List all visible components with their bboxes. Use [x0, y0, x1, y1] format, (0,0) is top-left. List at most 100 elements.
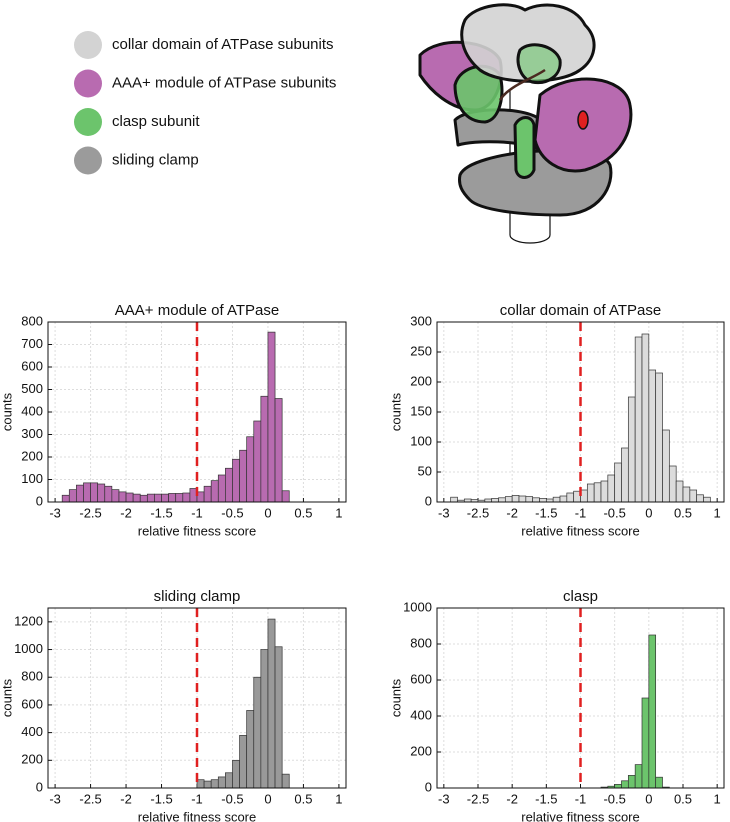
x-tick-label: -1.5 — [150, 505, 172, 520]
x-tick-label: -2 — [120, 505, 132, 520]
bar — [668, 465, 677, 503]
bar — [90, 482, 99, 503]
x-tick-label: -2.5 — [467, 505, 489, 520]
bar — [607, 474, 616, 503]
bar — [621, 447, 629, 503]
bar — [675, 480, 684, 503]
y-tick-label: 800 — [21, 669, 43, 684]
x-tick-label: -1 — [191, 791, 203, 806]
bar — [146, 493, 155, 503]
plot-frame — [47, 607, 347, 789]
y-tick-label: 400 — [21, 403, 43, 418]
x-tick-label: -0.5 — [221, 791, 243, 806]
bar — [274, 646, 283, 789]
x-tick-label: -1 — [575, 505, 587, 520]
bar — [161, 493, 169, 503]
x-tick-label: 1 — [714, 791, 721, 806]
y-tick-label: 0 — [36, 779, 43, 794]
x-tick-label: -0.5 — [603, 791, 625, 806]
plot-frame — [47, 321, 347, 503]
y-tick-label: 600 — [21, 696, 43, 711]
bar — [118, 491, 127, 503]
y-tick-label: 200 — [21, 752, 43, 767]
x-tick-label: 0.5 — [294, 505, 312, 520]
bar — [203, 485, 212, 503]
histogram-panel: -3 -2.5 -2 -1.5 -1 -0.5 0 0.5 1 0 100 200 300 400 500 6… — [0, 302, 347, 538]
x-tick-label: -2 — [506, 505, 518, 520]
bar — [703, 496, 711, 503]
x-tick-label: -1.5 — [535, 791, 557, 806]
y-tick-label: 1200 — [14, 613, 43, 628]
x-tick-label: -2.5 — [79, 791, 101, 806]
y-tick-label: 400 — [410, 707, 432, 722]
legend-swatch — [74, 31, 102, 59]
bar — [239, 449, 248, 503]
bar — [600, 480, 609, 503]
bar — [641, 333, 650, 503]
bar — [175, 493, 184, 503]
bar — [648, 634, 657, 789]
x-tick-label: -1 — [575, 791, 587, 806]
bar — [614, 462, 622, 503]
bar — [504, 496, 513, 503]
x-tick-label: 0.5 — [674, 791, 692, 806]
bar — [132, 493, 141, 503]
y-tick-label: 0 — [425, 779, 432, 794]
bar — [253, 420, 262, 503]
bar — [281, 490, 290, 503]
bar — [139, 494, 148, 503]
bar — [246, 710, 255, 789]
chart-title: AAA+ module of ATPase — [115, 302, 279, 319]
x-tick-label: -3 — [438, 791, 450, 806]
bar — [641, 697, 650, 789]
bar — [682, 486, 691, 503]
y-tick-label: 250 — [410, 343, 432, 358]
x-tick-label: -2 — [120, 791, 132, 806]
bar — [253, 676, 262, 789]
y-tick-label: 100 — [410, 433, 432, 448]
y-tick-label: 1000 — [403, 599, 432, 614]
y-tick-label: 400 — [21, 724, 43, 739]
y-axis-label: counts — [388, 678, 403, 717]
bar — [498, 497, 506, 503]
y-tick-label: 200 — [21, 448, 43, 463]
x-tick-label: 1 — [335, 505, 342, 520]
bar — [260, 395, 269, 503]
x-axis-label: relative fitness score — [138, 523, 257, 538]
y-tick-label: 300 — [410, 313, 432, 328]
chart-title: sliding clamp — [154, 588, 241, 605]
y-tick-label: 500 — [21, 381, 43, 396]
bar — [217, 776, 226, 789]
x-tick-label: 0 — [264, 791, 271, 806]
bar — [627, 775, 636, 789]
histogram-panel: -3 -2.5 -2 -1.5 -1 -0.5 0 0.5 1 0 200 400 600 800 1000… — [388, 588, 725, 822]
bar — [559, 495, 568, 503]
y-axis-label: counts — [0, 392, 14, 431]
bar — [203, 780, 212, 789]
y-tick-label: 200 — [410, 743, 432, 758]
x-tick-label: -2.5 — [79, 505, 101, 520]
bar — [111, 489, 120, 503]
bar — [225, 772, 233, 789]
y-tick-label: 0 — [36, 493, 43, 508]
legend-swatch — [74, 69, 102, 98]
legend-swatch — [74, 146, 102, 175]
bar — [154, 493, 162, 503]
y-tick-label: 700 — [21, 336, 43, 351]
bar — [210, 779, 219, 789]
x-axis-label: relative fitness score — [521, 523, 640, 538]
x-tick-label: -2 — [506, 791, 518, 806]
y-tick-label: 600 — [21, 358, 43, 373]
bar — [274, 398, 283, 503]
bar — [267, 618, 276, 789]
bar — [539, 498, 547, 503]
x-tick-label: 0.5 — [674, 505, 692, 520]
bar — [260, 649, 269, 789]
x-tick-label: -1 — [191, 505, 203, 520]
bar — [210, 480, 219, 503]
legend-label: sliding clamp — [112, 151, 199, 168]
bar — [614, 784, 622, 789]
bar — [518, 495, 527, 503]
bar — [511, 495, 520, 503]
